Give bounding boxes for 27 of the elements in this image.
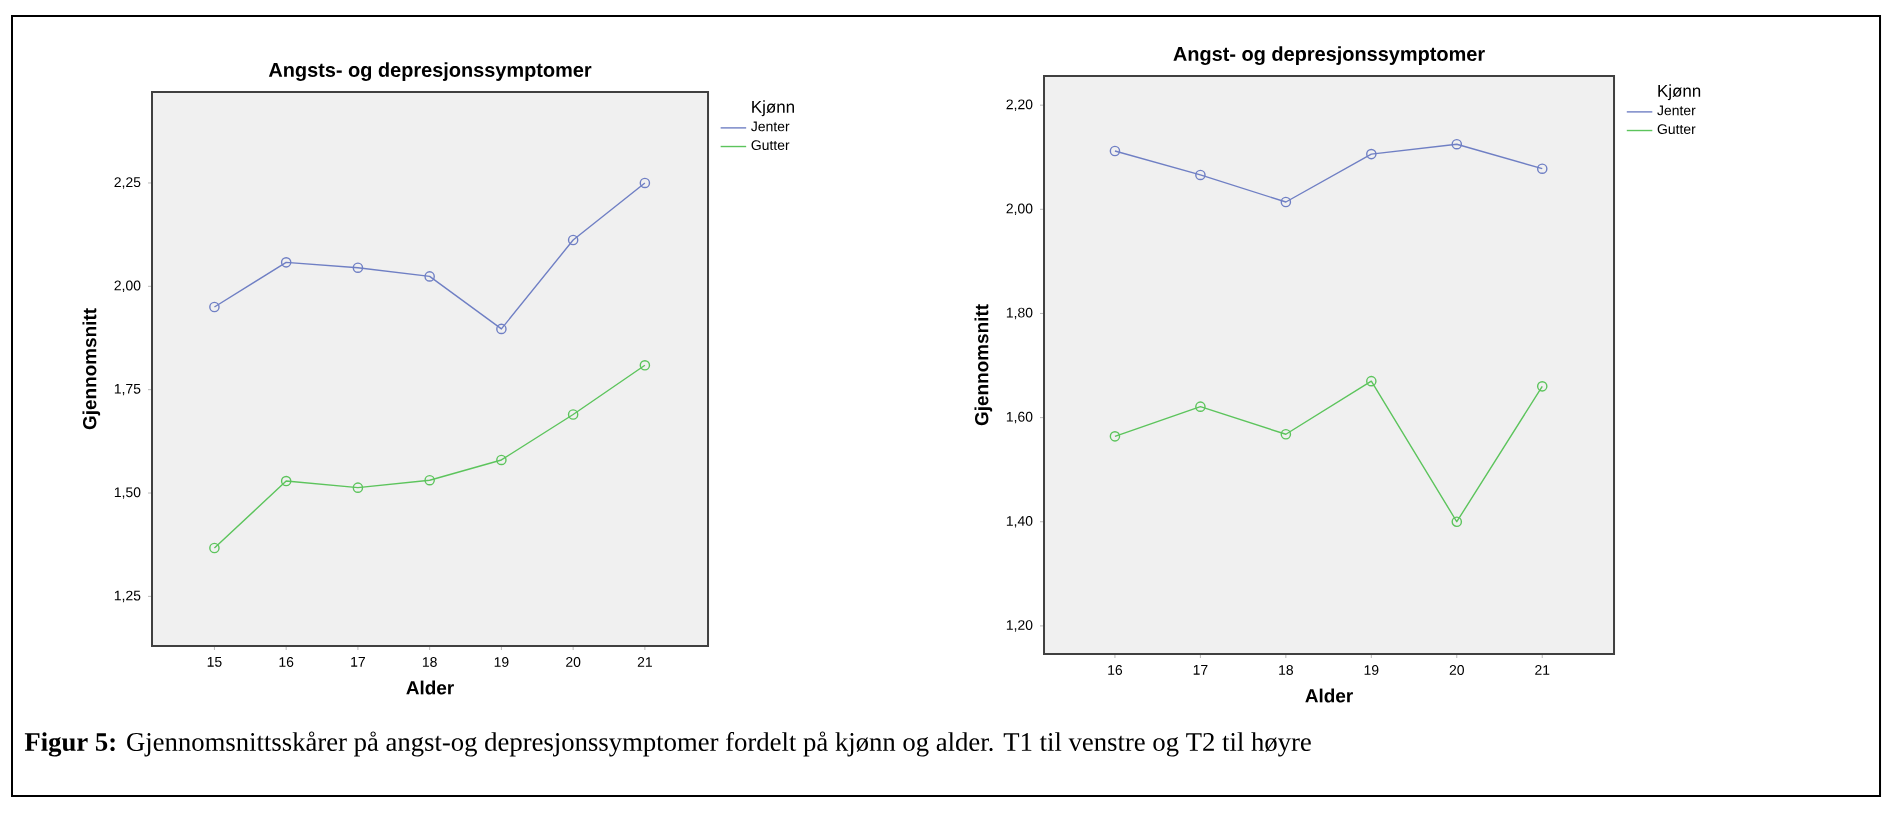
point <box>567 409 579 420</box>
chart-title: Angst- og depresjonssymptomer <box>1173 46 1485 65</box>
point <box>496 454 507 466</box>
text: Figur 5: Gjennomsnittsskårer på angst-og depresjonssymptomer fordelt på kjønn og alder. T1 til venstre og T2 til høyre <box>24 731 1311 757</box>
point <box>280 475 292 487</box>
y-axis-title: Gjennomsnitt <box>974 304 993 426</box>
point <box>1195 401 1206 412</box>
y-axis-title: Gjennomsnitt <box>82 308 101 430</box>
point <box>280 257 292 268</box>
x-axis-title: Alder <box>406 680 454 695</box>
x-axis-title: Alder <box>1305 688 1353 703</box>
legend-title: Kjønn <box>1658 84 1701 101</box>
point <box>424 271 435 282</box>
point <box>567 234 579 246</box>
point <box>1280 196 1292 208</box>
legend-title: Kjønn <box>752 100 794 117</box>
point <box>352 482 364 493</box>
point <box>496 323 507 335</box>
chart-title: Angsts- og depresjonssymptomer <box>268 62 592 81</box>
point <box>352 262 364 274</box>
point <box>424 474 435 486</box>
point <box>1280 428 1292 440</box>
point <box>1195 169 1206 181</box>
point <box>1366 375 1377 387</box>
point <box>1366 148 1377 160</box>
point <box>1451 516 1463 528</box>
point <box>1451 138 1463 150</box>
